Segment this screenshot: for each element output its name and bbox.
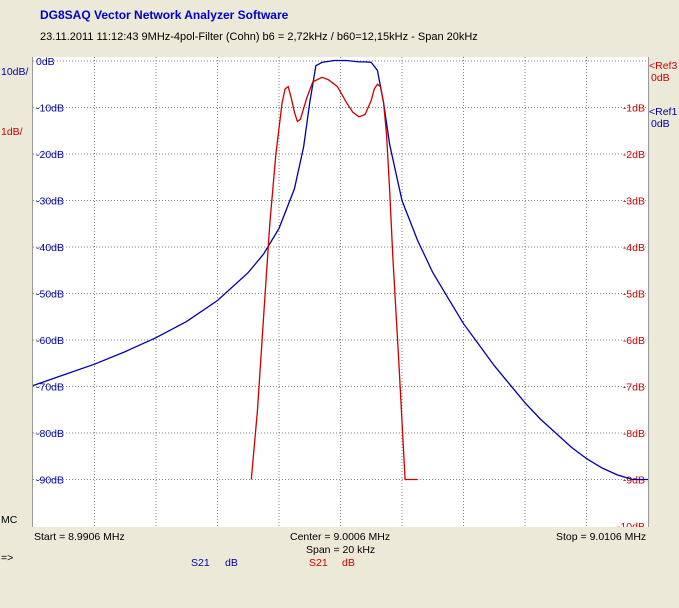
measurement-info: 23.11.2011 11:12:43 9MHz-4pol-Filter (Co… bbox=[40, 31, 478, 43]
legend-red-unit: dB bbox=[342, 557, 355, 569]
right-tick-label: -4dB bbox=[623, 242, 645, 254]
legend-blue-name[interactable]: S21 bbox=[191, 557, 210, 569]
left-tick-label: -60dB bbox=[36, 335, 64, 347]
app-title: DG8SAQ Vector Network Analyzer Software bbox=[40, 8, 289, 22]
left-tick-label: -90dB bbox=[36, 475, 64, 487]
right-tick-label: -1dB bbox=[623, 103, 645, 115]
left-tick-label: -50dB bbox=[36, 289, 64, 301]
left-tick-label: -20dB bbox=[36, 149, 64, 161]
legend-blue-unit: dB bbox=[225, 557, 238, 569]
s21-red-trace bbox=[250, 76, 418, 481]
legend-red-name[interactable]: S21 bbox=[309, 557, 328, 569]
left-tick-label: -80dB bbox=[36, 428, 64, 440]
right-tick-label: -10dB bbox=[617, 521, 645, 527]
right-tick-label: -9dB bbox=[623, 475, 645, 487]
ref3-marker[interactable]: <Ref3 bbox=[649, 60, 678, 72]
right-tick-label: -7dB bbox=[623, 382, 645, 394]
left-tick-label: 0dB bbox=[36, 57, 55, 68]
stop-frequency: Stop = 9.0106 MHz bbox=[556, 531, 647, 543]
s21-blue-trace bbox=[33, 59, 648, 481]
right-tick-label: -5dB bbox=[623, 289, 645, 301]
mc-label: MC bbox=[1, 514, 18, 526]
left-tick-label: -40dB bbox=[36, 242, 64, 254]
vna-chart: 0dB -10dB -20dB -30dB -40dB -50dB -60dB -70dB -8… bbox=[33, 57, 648, 527]
right-tick-label: -6dB bbox=[623, 335, 645, 347]
right-tick-label: -3dB bbox=[623, 196, 645, 208]
ref1-value: 0dB bbox=[651, 118, 670, 130]
start-frequency: Start = 8.9906 MHz bbox=[34, 531, 125, 543]
left-tick-label: -70dB bbox=[36, 382, 64, 394]
right-tick-label: -8dB bbox=[623, 428, 645, 440]
red-scale-label[interactable]: 1dB/ bbox=[1, 126, 23, 138]
ref3-value: 0dB bbox=[651, 72, 670, 84]
right-tick-label: -2dB bbox=[623, 149, 645, 161]
plot-area[interactable]: 0dB -10dB -20dB -30dB -40dB -50dB -60dB -70dB -8… bbox=[32, 57, 649, 527]
blue-scale-label[interactable]: 10dB/ bbox=[1, 66, 29, 78]
ref1-marker[interactable]: <Ref1 bbox=[649, 106, 678, 118]
left-tick-label: -10dB bbox=[36, 103, 64, 115]
span-frequency: Span = 20 kHz bbox=[306, 544, 376, 556]
left-tick-label: -30dB bbox=[36, 196, 64, 208]
center-frequency: Center = 9.0006 MHz bbox=[290, 531, 391, 543]
arrow-label: => bbox=[1, 552, 14, 564]
